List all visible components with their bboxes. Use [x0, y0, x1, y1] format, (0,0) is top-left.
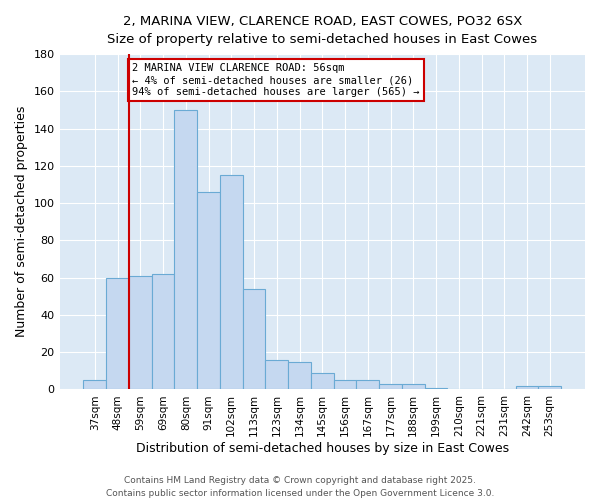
Text: 2 MARINA VIEW CLARENCE ROAD: 56sqm
← 4% of semi-detached houses are smaller (26): 2 MARINA VIEW CLARENCE ROAD: 56sqm ← 4% …: [133, 64, 420, 96]
Bar: [152, 274, 175, 390]
Text: Contains HM Land Registry data © Crown copyright and database right 2025.
Contai: Contains HM Land Registry data © Crown c…: [106, 476, 494, 498]
Bar: [538, 386, 561, 390]
Bar: [242, 289, 265, 390]
Bar: [197, 192, 220, 390]
Bar: [106, 278, 129, 390]
Bar: [220, 175, 242, 390]
Bar: [515, 386, 538, 390]
Bar: [129, 276, 152, 390]
Bar: [356, 380, 379, 390]
Bar: [175, 110, 197, 390]
Bar: [425, 388, 448, 390]
Bar: [402, 384, 425, 390]
Bar: [379, 384, 402, 390]
Bar: [265, 360, 288, 390]
Y-axis label: Number of semi-detached properties: Number of semi-detached properties: [15, 106, 28, 338]
Bar: [83, 380, 106, 390]
Bar: [311, 372, 334, 390]
Bar: [288, 362, 311, 390]
X-axis label: Distribution of semi-detached houses by size in East Cowes: Distribution of semi-detached houses by …: [136, 442, 509, 455]
Title: 2, MARINA VIEW, CLARENCE ROAD, EAST COWES, PO32 6SX
Size of property relative to: 2, MARINA VIEW, CLARENCE ROAD, EAST COWE…: [107, 15, 538, 46]
Bar: [334, 380, 356, 390]
